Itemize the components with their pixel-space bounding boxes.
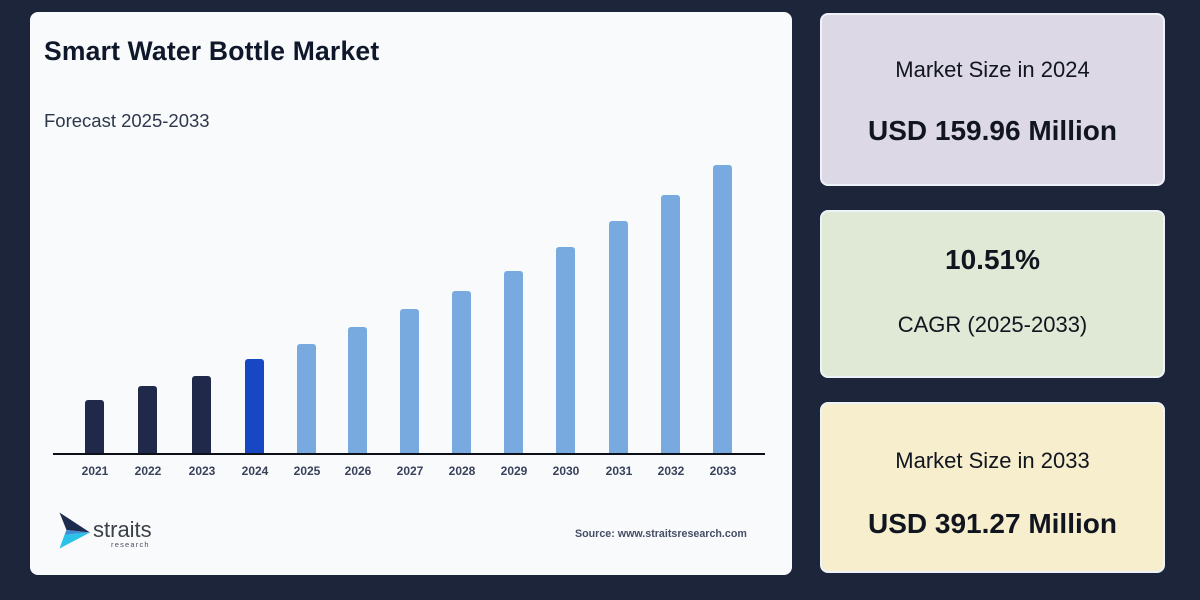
svg-text:research: research [111,540,150,549]
svg-text:straits: straits [93,517,152,542]
